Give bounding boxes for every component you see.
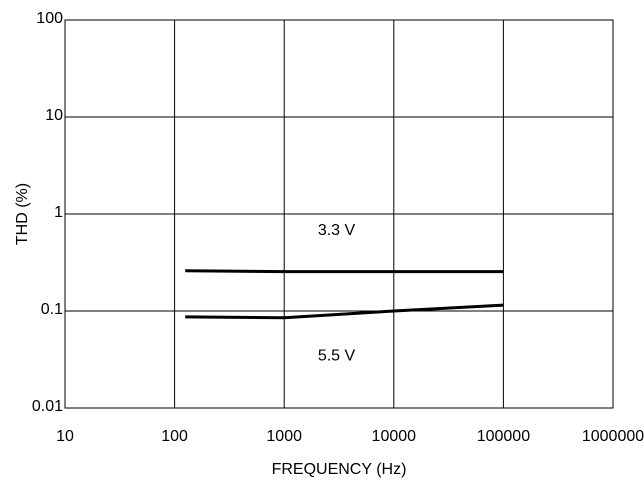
x-axis-label: FREQUENCY (Hz) (272, 461, 407, 478)
y-tick-labels: 0.01 0.1 1 10 100 (32, 10, 63, 415)
series-label: 5.5 V (318, 348, 356, 365)
x-tick-label: 100000 (477, 428, 530, 445)
y-tick-label: 10 (45, 107, 63, 124)
series-lines (185, 269, 504, 320)
y-tick-label: 0.1 (41, 301, 63, 318)
x-tick-labels: 10 100 1000 10000 100000 1000000 (56, 428, 644, 445)
x-tick-label: 1000 (266, 428, 302, 445)
series-line (185, 269, 504, 274)
x-tick-label: 100 (161, 428, 188, 445)
y-tick-label: 1 (54, 204, 63, 221)
y-tick-label: 0.01 (32, 398, 63, 415)
x-tick-label: 1000000 (582, 428, 644, 445)
y-tick-label: 100 (36, 10, 63, 27)
series-line (185, 303, 504, 320)
x-tick-label: 10000 (372, 428, 417, 445)
series-labels: 3.3 V 5.5 V (318, 222, 356, 365)
x-tick-label: 10 (56, 428, 74, 445)
y-axis-label: THD (%) (14, 183, 31, 245)
plot-frame (64, 19, 614, 409)
series-label: 3.3 V (318, 222, 356, 239)
